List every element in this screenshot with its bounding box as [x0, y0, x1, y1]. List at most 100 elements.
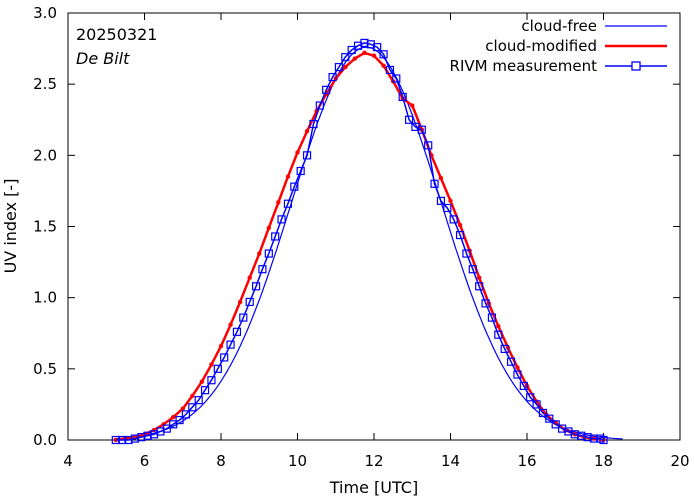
data-point-rivm-measurement — [513, 370, 522, 379]
data-point-rivm-measurement — [322, 85, 331, 94]
data-point-cloud-modified — [343, 64, 348, 70]
data-point-rivm-measurement — [271, 232, 280, 241]
data-point-cloud-modified — [218, 343, 224, 349]
data-point-rivm-measurement — [599, 435, 608, 445]
data-point-cloud-modified — [180, 406, 185, 411]
data-point-rivm-measurement — [232, 327, 242, 336]
data-point-cloud-modified — [170, 415, 176, 420]
data-point-rivm-measurement — [532, 400, 541, 409]
data-point-cloud-modified — [237, 299, 243, 305]
y-tick-label: 3.0 — [33, 4, 57, 22]
data-point-rivm-measurement — [143, 431, 152, 440]
data-point-rivm-measurement — [589, 434, 599, 443]
y-axis-title: UV index [-] — [1, 179, 20, 274]
data-point-cloud-modified — [496, 323, 501, 329]
data-point-rivm-measurement — [296, 166, 305, 176]
data-point-cloud-modified — [438, 175, 444, 181]
data-point-cloud-modified — [352, 56, 358, 61]
data-point-rivm-measurement — [494, 330, 503, 339]
data-point-rivm-measurement — [564, 427, 573, 436]
legend: cloud-free cloud-modified RIVM measureme… — [450, 17, 667, 75]
data-point-rivm-measurement — [220, 353, 229, 362]
data-point-rivm-measurement — [290, 182, 299, 191]
data-point-rivm-measurement — [162, 424, 171, 433]
data-point-rivm-measurement — [188, 403, 197, 412]
data-point-rivm-measurement — [328, 72, 337, 82]
data-point-rivm-measurement — [519, 381, 528, 391]
data-point-cloud-modified — [381, 63, 386, 68]
data-point-rivm-measurement — [430, 179, 439, 188]
x-tick-label: 6 — [140, 452, 150, 470]
plot-frame — [67, 12, 681, 441]
x-tick-labels: 4 6 8 10 12 14 16 18 20 — [63, 452, 689, 470]
data-point-cloud-modified — [266, 225, 272, 231]
data-point-cloud-modified — [476, 275, 482, 280]
data-point-rivm-measurement — [213, 364, 222, 373]
data-point-rivm-measurement — [200, 386, 210, 395]
data-point-rivm-measurement — [373, 43, 382, 52]
data-point-rivm-measurement — [226, 340, 235, 349]
data-point-rivm-measurement — [118, 435, 127, 445]
data-point-cloud-modified — [209, 362, 214, 367]
series-line-cloud-free — [113, 46, 623, 440]
y-tick-label: 2.5 — [33, 75, 57, 93]
data-point-cloud-modified — [410, 103, 415, 108]
data-point-rivm-measurement — [462, 249, 471, 258]
data-point-rivm-measurement — [264, 249, 273, 258]
data-point-cloud-modified — [276, 200, 281, 205]
data-point-rivm-measurement — [353, 41, 363, 50]
data-point-rivm-measurement — [169, 420, 178, 429]
data-point-rivm-measurement — [207, 376, 216, 385]
y-tick-label: 1.5 — [33, 218, 57, 236]
x-tick-label: 8 — [216, 452, 226, 470]
data-point-rivm-measurement — [137, 433, 146, 442]
data-point-cloud-modified — [190, 393, 195, 399]
x-tick-label: 20 — [670, 452, 689, 470]
data-point-rivm-measurement — [366, 40, 375, 49]
data-point-rivm-measurement — [583, 433, 592, 442]
data-point-rivm-measurement — [551, 420, 560, 429]
data-point-rivm-measurement — [239, 313, 248, 322]
x-axis-title: Time [UTC] — [329, 478, 418, 497]
data-point-rivm-measurement — [194, 396, 203, 405]
data-point-rivm-measurement — [455, 230, 465, 240]
data-point-rivm-measurement — [149, 430, 159, 439]
data-point-rivm-measurement — [156, 427, 165, 436]
data-point-rivm-measurement — [124, 435, 133, 445]
x-tick-label: 18 — [594, 452, 613, 470]
annotation-location: De Bilt — [76, 49, 130, 68]
data-point-rivm-measurement — [277, 215, 286, 224]
data-point-rivm-measurement — [175, 415, 184, 425]
x-tick-label: 4 — [63, 452, 73, 470]
data-point-cloud-modified — [304, 128, 310, 134]
data-point-rivm-measurement — [130, 434, 140, 443]
data-point-rivm-measurement — [526, 393, 535, 402]
data-point-rivm-measurement — [245, 297, 254, 307]
x-tick-label: 14 — [441, 452, 460, 470]
legend-label-rivm-measurement: RIVM measurement — [450, 57, 598, 75]
data-point-rivm-measurement — [424, 141, 433, 150]
data-point-rivm-measurement — [449, 215, 458, 224]
data-point-rivm-measurement — [302, 151, 312, 160]
annotation-date: 20250321 — [76, 25, 157, 44]
y-tick-label: 2.0 — [33, 146, 57, 164]
data-point-rivm-measurement — [379, 50, 388, 59]
data-point-rivm-measurement — [111, 435, 120, 445]
data-point-rivm-measurement — [404, 115, 414, 124]
data-point-cloud-modified — [371, 53, 377, 58]
data-point-rivm-measurement — [468, 265, 477, 274]
data-point-rivm-measurement — [258, 265, 267, 274]
data-point-rivm-measurement — [341, 53, 350, 62]
data-point-rivm-measurement — [500, 344, 509, 354]
data-point-rivm-measurement — [315, 101, 324, 110]
data-point-rivm-measurement — [392, 74, 401, 83]
series-line-rivm-measurement — [115, 42, 604, 441]
data-point-rivm-measurement — [506, 357, 516, 366]
data-point-cloud-modified — [457, 222, 463, 228]
y-tick-label: 1.0 — [33, 289, 57, 307]
data-point-cloud-modified — [199, 379, 205, 384]
axis-ticks — [67, 12, 681, 441]
data-point-rivm-measurement — [283, 199, 293, 208]
legend-marker-rivm-measurement — [631, 61, 641, 71]
